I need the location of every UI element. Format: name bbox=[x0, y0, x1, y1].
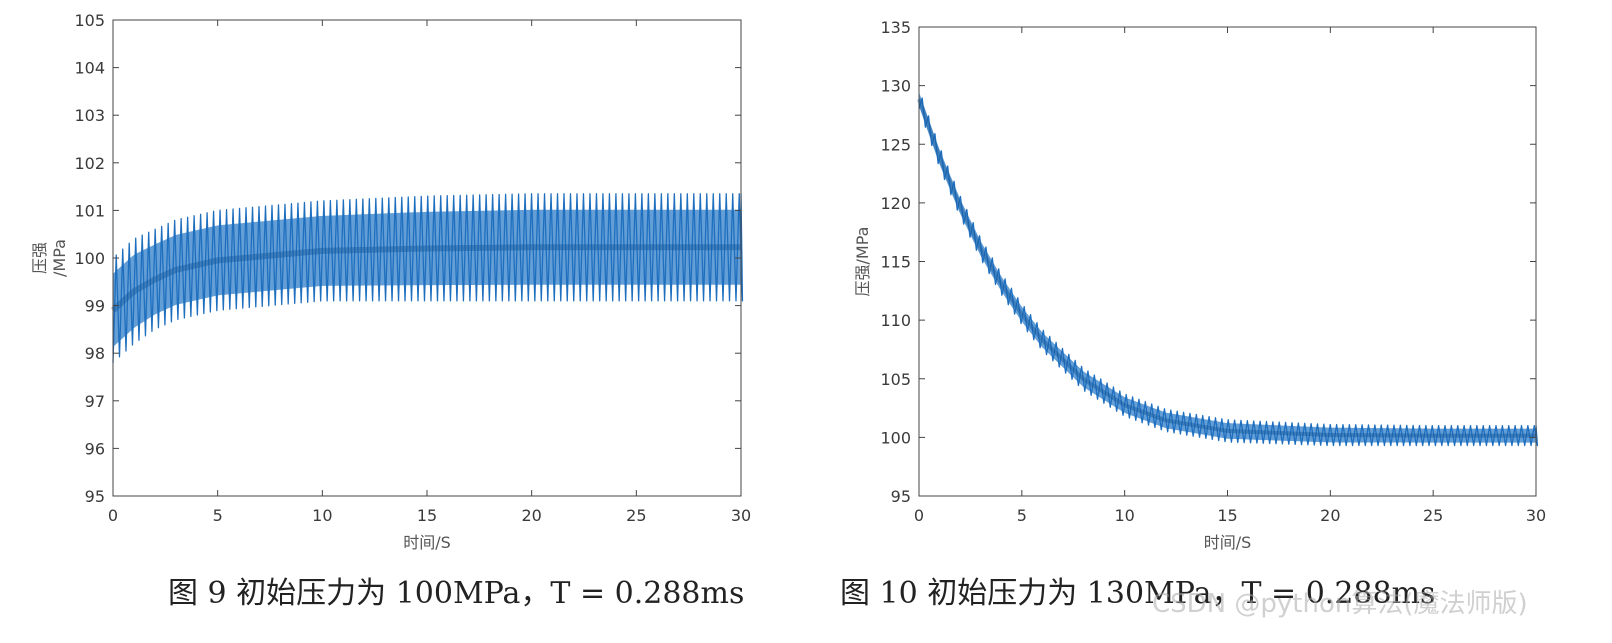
series-band bbox=[919, 92, 1536, 443]
y-tick-label: 105 bbox=[880, 370, 911, 389]
y-tick-label: 95 bbox=[891, 487, 911, 506]
y-tick-label: 102 bbox=[74, 154, 105, 173]
y-tick-label: 125 bbox=[880, 135, 911, 154]
y-tick-label: 99 bbox=[85, 297, 105, 316]
x-tick-label: 20 bbox=[521, 506, 541, 525]
series-line bbox=[918, 97, 1539, 447]
y-tick-label: 104 bbox=[74, 59, 105, 78]
x-tick-label: 15 bbox=[1217, 506, 1237, 525]
series-center bbox=[110, 244, 741, 313]
x-tick-label: 0 bbox=[108, 506, 118, 525]
y-tick-label: 115 bbox=[880, 253, 911, 272]
y-tick-label: 95 bbox=[85, 487, 105, 506]
x-tick-label: 20 bbox=[1320, 506, 1340, 525]
y-tick-label: 96 bbox=[85, 439, 105, 458]
series-line bbox=[112, 193, 744, 363]
y-tick-label: 120 bbox=[880, 194, 911, 213]
series-band bbox=[113, 209, 741, 348]
x-tick-label: 30 bbox=[1526, 506, 1546, 525]
y-tick-label: 103 bbox=[74, 106, 105, 125]
y-tick-label: 98 bbox=[85, 344, 105, 363]
y-tick-label: 105 bbox=[74, 11, 105, 30]
csdn-watermark: CSDN @python算法(魔法师版) bbox=[1152, 589, 1528, 619]
y-tick-label: 100 bbox=[880, 428, 911, 447]
x-tick-label: 5 bbox=[213, 506, 223, 525]
series-center bbox=[917, 98, 1536, 438]
chart-2: 0 5 10 15 20 25 30 95 100 105 110 115 120 125 130 135 时间… bbox=[853, 18, 1546, 552]
y-tick-label: 97 bbox=[85, 392, 105, 411]
x-tick-label: 10 bbox=[1114, 506, 1134, 525]
x-tick-label: 5 bbox=[1017, 506, 1027, 525]
x-tick-label: 0 bbox=[914, 506, 924, 525]
x-tick-label: 25 bbox=[1423, 506, 1443, 525]
x-axis-label: 时间/S bbox=[1204, 533, 1252, 552]
y-tick-label: 101 bbox=[74, 201, 105, 220]
y-axis-label-line2: /MPa bbox=[50, 239, 69, 277]
x-tick-label: 25 bbox=[626, 506, 646, 525]
figure-10-caption: 图 10 初始压力为 130MPa，T = 0.288ms bbox=[840, 576, 1436, 611]
x-tick-label: 10 bbox=[312, 506, 332, 525]
y-axis-label: 压强/MPa bbox=[853, 227, 872, 297]
y-axis-label-line1: 压强 bbox=[30, 242, 49, 274]
chart-1: 0 5 10 15 20 25 30 95 96 97 98 99 100 101 102 103 104 105… bbox=[30, 11, 751, 552]
x-tick-label: 15 bbox=[417, 506, 437, 525]
y-tick-label: 130 bbox=[880, 77, 911, 96]
figure-9-caption: 图 9 初始压力为 100MPa，T = 0.288ms bbox=[168, 576, 745, 611]
y-tick-label: 135 bbox=[880, 18, 911, 37]
y-tick-label: 110 bbox=[880, 311, 911, 330]
x-axis-label: 时间/S bbox=[403, 533, 451, 552]
x-tick-label: 30 bbox=[731, 506, 751, 525]
y-tick-label: 100 bbox=[74, 249, 105, 268]
